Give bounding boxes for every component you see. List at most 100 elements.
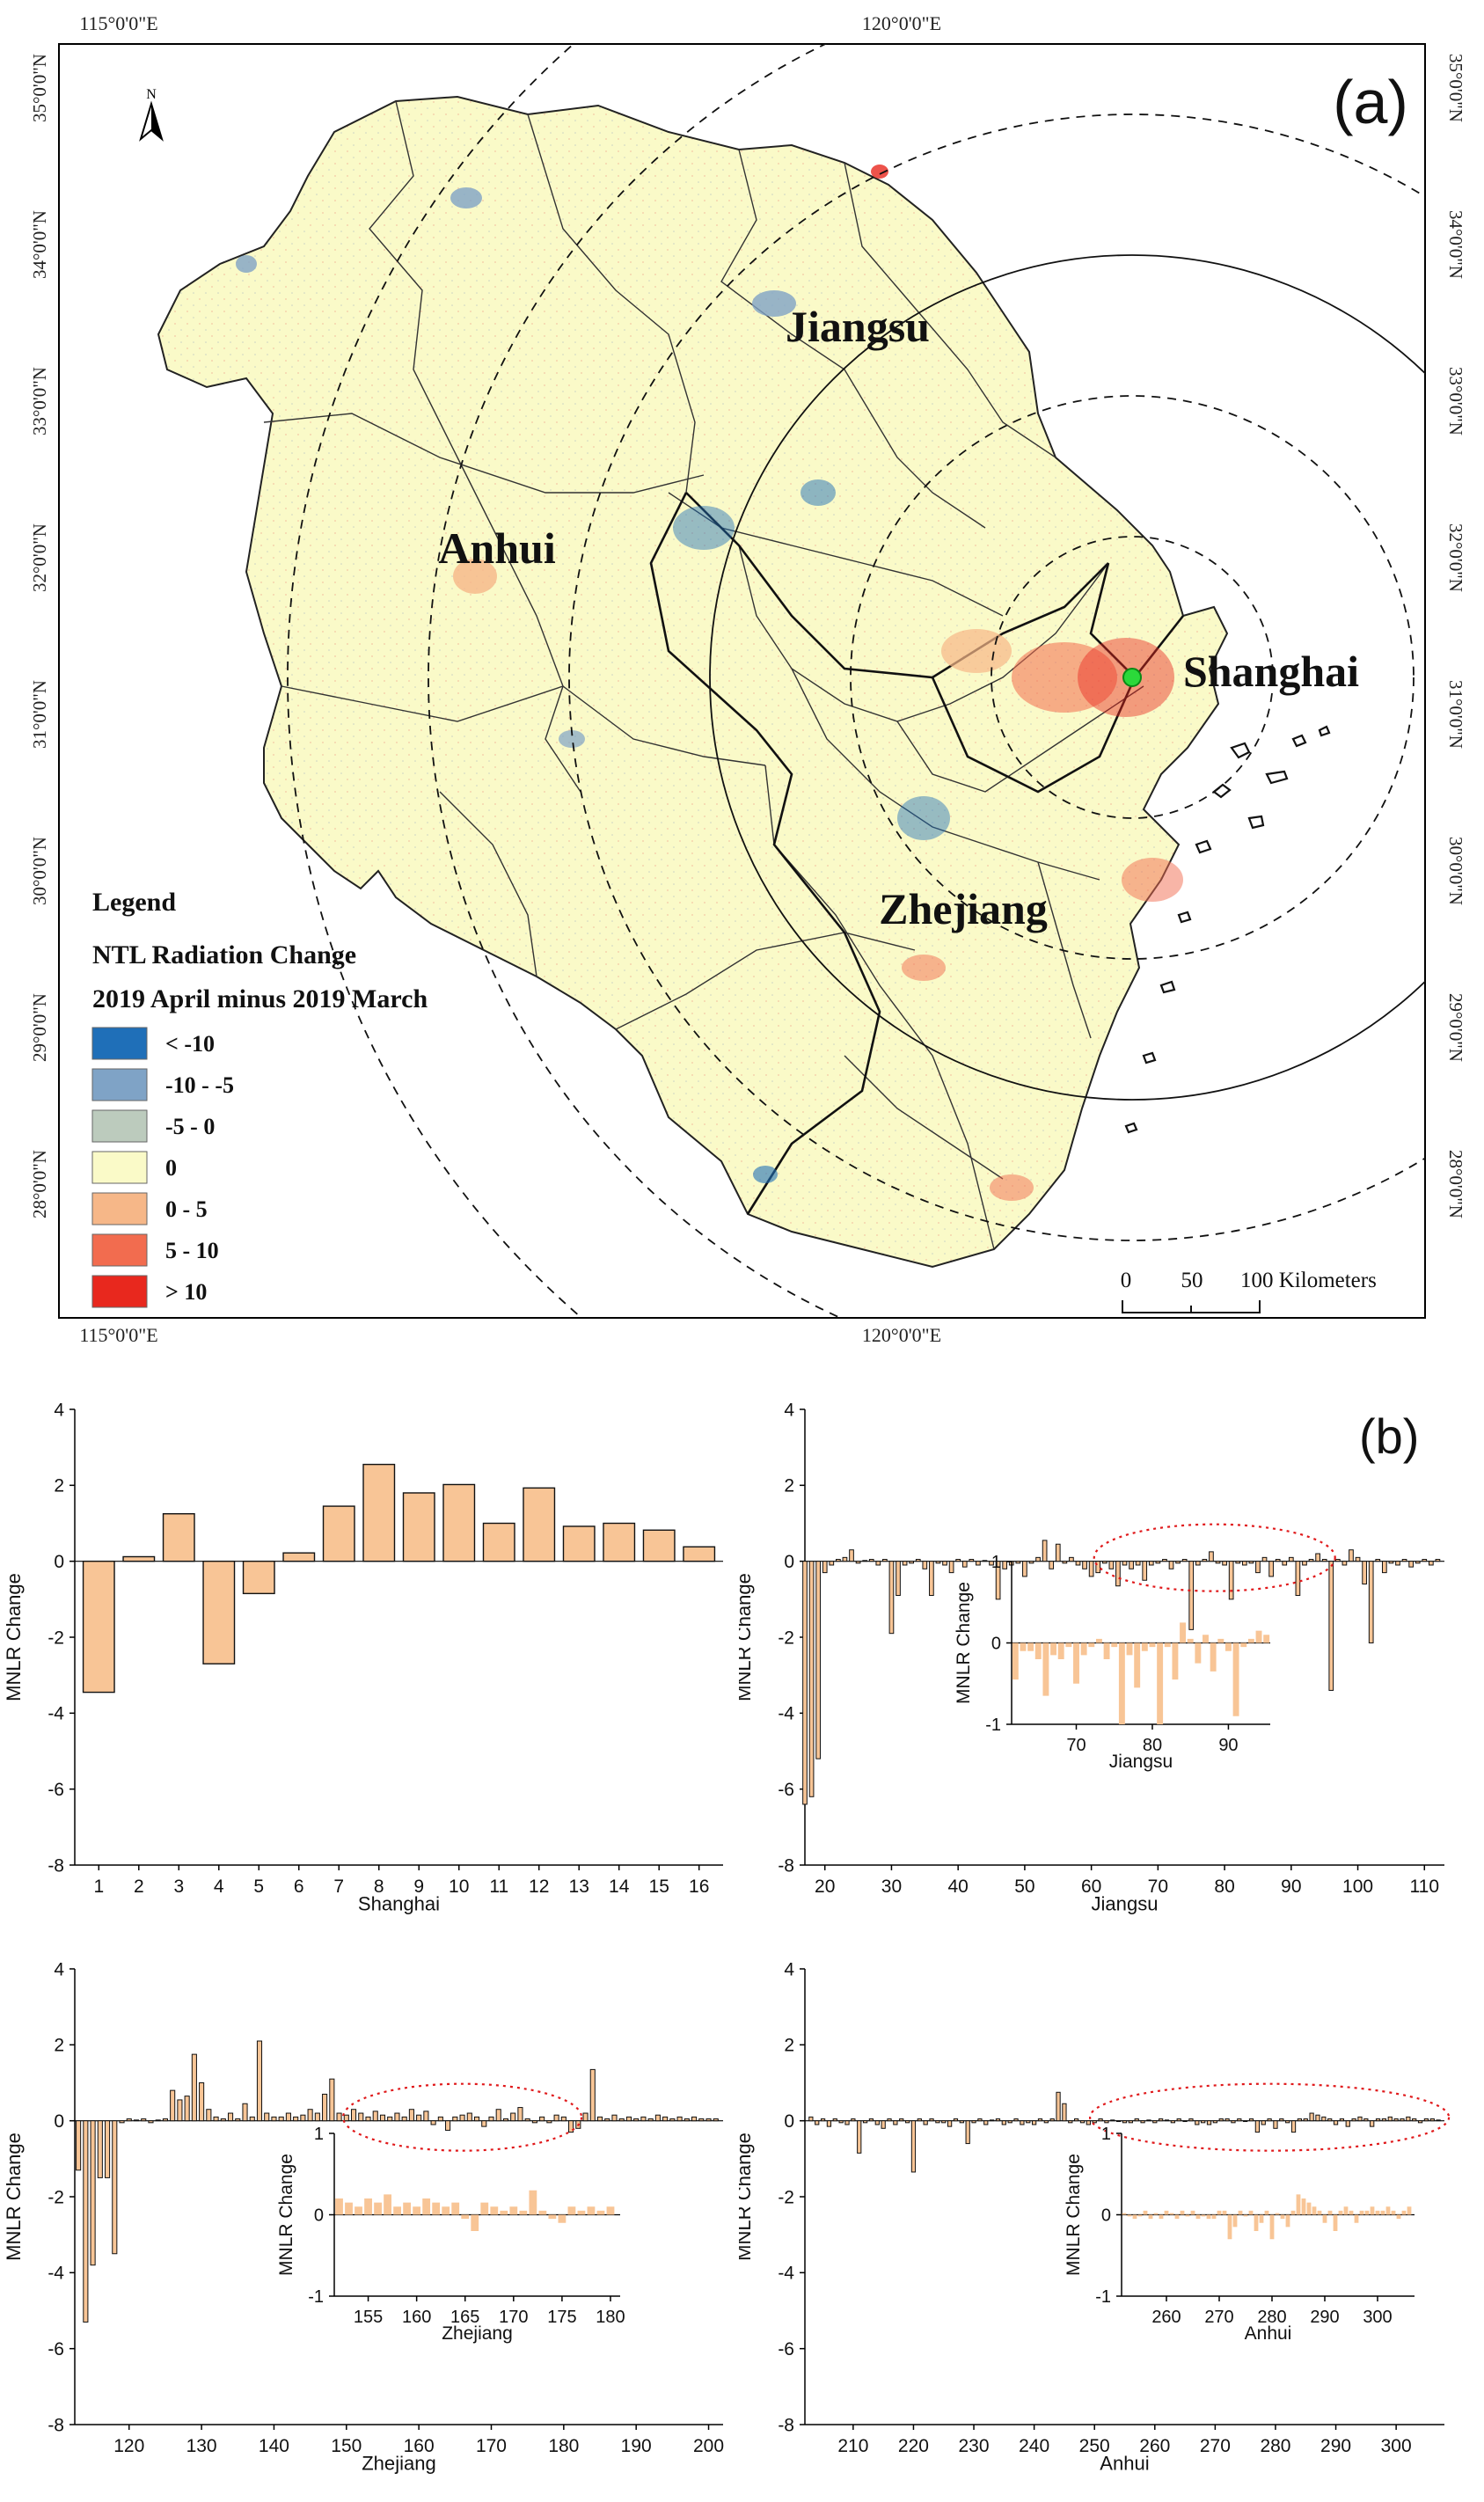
svg-text:0: 0 [1121, 1269, 1132, 1292]
lat-label-right: 28°0'0"N [1445, 1150, 1466, 1218]
x-tick-label: 6 [294, 1876, 304, 1897]
bar [76, 2120, 82, 2171]
bar [1363, 2118, 1369, 2122]
y-tick-label: -8 [778, 2415, 794, 2435]
bar [473, 2116, 480, 2122]
legend-item-label: -5 - 0 [165, 1114, 215, 1139]
y-tick-label: -2 [778, 1628, 794, 1648]
x-axis-label: Anhui [1245, 2323, 1292, 2344]
top-coord-120: 120°0'0"E [862, 12, 941, 34]
bar [329, 2078, 335, 2122]
bar [1429, 1561, 1434, 1566]
x-tick-label: 290 [1320, 2436, 1351, 2456]
bar [1140, 2120, 1145, 2124]
bar [546, 2120, 552, 2124]
x-tick-label: 180 [548, 2436, 579, 2456]
bar [471, 2214, 479, 2231]
x-axis-label: Jiangsu [1109, 1752, 1173, 1772]
bar [122, 1555, 156, 1562]
bar [893, 2120, 898, 2125]
bar [1062, 2103, 1067, 2122]
bar [1273, 2120, 1278, 2129]
bar [582, 2112, 588, 2122]
bar [922, 1561, 928, 1569]
x-tick-label: 11 [489, 1876, 508, 1897]
bar [1128, 2120, 1133, 2124]
bar [838, 2120, 844, 2124]
bar [929, 1561, 934, 1597]
bar [1180, 1622, 1187, 1643]
y-tick-label: -4 [778, 2264, 794, 2284]
bar [1034, 1642, 1042, 1659]
legend-item-label: 5 - 10 [165, 1238, 219, 1263]
bar [1222, 2210, 1227, 2215]
bar [1068, 2120, 1073, 2124]
bar [1159, 2214, 1164, 2220]
bar [1349, 1549, 1354, 1562]
y-tick-label: -2 [48, 1628, 64, 1648]
chart-zhejiang: 4 2 0 -2 -4 -6 -8 120 130 140 150 160 170 180 190 200 Zh… [3, 1959, 724, 2474]
y-tick-label: 4 [784, 1959, 794, 1979]
bar [1306, 2202, 1312, 2215]
bar [481, 2120, 487, 2127]
bar [1328, 1561, 1334, 1691]
y-tick-label: 0 [314, 2206, 324, 2226]
y-axis-label: MNLR Change [276, 2154, 296, 2276]
x-tick-label: 210 [837, 2436, 868, 2456]
bar [948, 1561, 954, 1574]
bar [517, 2107, 523, 2122]
bar [365, 2116, 371, 2122]
bar [604, 2118, 610, 2122]
bar [705, 2118, 712, 2122]
bar [1035, 1556, 1041, 1562]
bar [915, 1559, 921, 1562]
bar [1195, 2120, 1200, 2125]
legend-swatch [91, 1151, 148, 1184]
bar [401, 2116, 407, 2122]
bar [1175, 1561, 1181, 1564]
bar [1012, 1642, 1019, 1680]
bar [1375, 2118, 1381, 2122]
bar [162, 2118, 168, 2122]
bar [1201, 2214, 1206, 2217]
bar [358, 2112, 364, 2122]
x-axis-label: Jiangsu [1092, 1892, 1159, 1914]
bar [148, 2120, 154, 2124]
y-tick-label: -1 [1095, 2287, 1111, 2307]
svg-text:100 Kilometers: 100 Kilometers [1240, 1269, 1377, 1292]
bar [1134, 1642, 1141, 1688]
bar [1049, 2118, 1055, 2122]
x-axis-label: Zhejiang [442, 2323, 513, 2344]
bar [1095, 1638, 1102, 1643]
bar [524, 2118, 530, 2122]
admin-boundaries [263, 100, 1144, 1250]
bar [126, 2118, 132, 2122]
bar [1118, 1642, 1125, 1724]
bar [495, 2109, 501, 2122]
bar [1187, 1638, 1194, 1643]
bar [862, 1560, 868, 1562]
bar [1188, 1561, 1195, 1630]
bar [1176, 2118, 1181, 2122]
bar [1065, 1642, 1072, 1648]
bar [989, 2119, 995, 2122]
bar [868, 1559, 874, 1562]
x-tick-label: 300 [1363, 2308, 1392, 2327]
bar [1345, 2120, 1350, 2127]
y-tick-label: 0 [991, 1635, 1001, 1654]
bar [698, 2118, 705, 2122]
y-tick-label: 0 [54, 2111, 64, 2132]
bar [618, 2118, 625, 2122]
bar [336, 2112, 342, 2122]
bar [314, 2112, 320, 2122]
bar [1327, 2118, 1333, 2122]
x-tick-label: 9 [413, 1876, 424, 1897]
bar [1155, 1561, 1161, 1564]
legend-heading: Legend [92, 888, 176, 917]
bar [300, 2114, 306, 2122]
x-tick-label: 60 [1081, 1876, 1101, 1897]
bar [459, 2114, 465, 2122]
ntl-change-map: 115°0'0"E 120°0'0"E 115°0'0"E 120°0'0"E … [29, 12, 1466, 1346]
x-tick-label: 140 [259, 2436, 289, 2456]
legend-swatch [91, 1192, 148, 1225]
